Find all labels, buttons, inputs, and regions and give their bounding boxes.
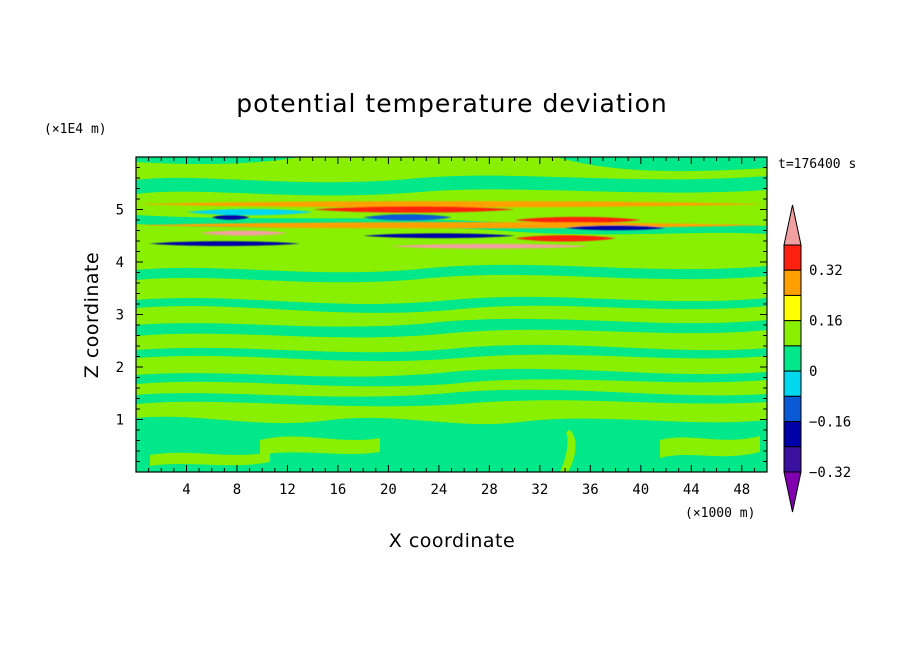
colorbar-label: 0 — [809, 364, 817, 380]
colorbar-box — [783, 446, 802, 473]
contour-field — [136, 157, 767, 472]
colorbar-box — [783, 320, 802, 347]
colorbar-bottom-triangle — [783, 471, 802, 513]
y-tick-label: 4 — [116, 255, 124, 271]
anomaly-band-8 — [199, 230, 288, 236]
time-label: t=176400 s — [778, 157, 856, 172]
x-axis: 4 8 12 16 20 24 28 32 36 40 44 48 — [148, 157, 755, 498]
x-tick-label: 40 — [632, 482, 649, 498]
colorbar-box — [783, 370, 802, 397]
colorbar-top-triangle — [783, 204, 802, 246]
colorbar-label: 0.16 — [809, 314, 843, 330]
texture-lime-4 — [660, 436, 760, 458]
x-tick-label: 44 — [683, 482, 700, 498]
texture-lime-1 — [260, 436, 380, 455]
colorbar-box — [783, 345, 802, 372]
anomaly-band-11 — [148, 241, 301, 247]
x-tick-label: 8 — [233, 482, 241, 498]
colorbar-box — [783, 395, 802, 423]
texture-green-7 — [136, 389, 767, 407]
anomaly-band-12 — [388, 243, 591, 249]
y-tick-label: 2 — [116, 360, 124, 376]
chart-title: potential temperature deviation — [236, 89, 667, 118]
colorbar-box — [783, 269, 802, 296]
texture-green-1 — [136, 175, 767, 196]
x-tick-label: 12 — [279, 482, 296, 498]
texture-green-4 — [136, 318, 767, 338]
x-axis-label: X coordinate — [389, 530, 515, 552]
texture-green-9 — [560, 157, 767, 172]
colorbar-box — [783, 421, 802, 448]
y-axis: 1 2 3 4 5 — [116, 167, 767, 462]
colorbar: 0.32 0.16 0 −0.16 −0.32 — [783, 204, 851, 513]
x-tick-label: 36 — [582, 482, 599, 498]
colorbar-label: 0.32 — [809, 263, 843, 279]
texture-green-3 — [136, 296, 767, 313]
colorbar-box — [783, 294, 802, 322]
texture-green-6 — [136, 368, 767, 387]
anomaly-band-1 — [312, 206, 515, 213]
anomaly-band-0 — [136, 201, 767, 208]
colorbar-box — [783, 244, 802, 271]
x-tick-label: 28 — [481, 482, 498, 498]
y-tick-label: 1 — [116, 413, 124, 429]
x-tick-label: 16 — [329, 482, 346, 498]
texture-lime-3 — [560, 430, 576, 472]
anomaly-band-4 — [363, 214, 452, 221]
colorbar-label: −0.32 — [809, 465, 851, 481]
y-unit-label: (×1E4 m) — [44, 122, 107, 137]
x-tick-label: 32 — [531, 482, 548, 498]
texture-lime-2 — [150, 452, 270, 466]
anomaly-band-10 — [514, 235, 616, 242]
anomaly-band-7 — [565, 225, 667, 231]
x-tick-label: 20 — [380, 482, 397, 498]
texture-green-2 — [136, 264, 767, 283]
anomaly-band-3 — [211, 214, 250, 220]
x-tick-label: 4 — [182, 482, 190, 498]
x-tick-label: 48 — [733, 482, 750, 498]
texture-green-8 — [136, 416, 767, 472]
x-tick-label: 24 — [430, 482, 447, 498]
x-unit-label: (×1000 m) — [685, 506, 755, 521]
anomaly-band-2 — [186, 208, 313, 216]
texture-green-10 — [136, 157, 300, 165]
anomaly-bands — [136, 201, 767, 249]
anomaly-band-5 — [514, 216, 641, 224]
texture-green-5 — [136, 344, 767, 362]
colorbar-label: −0.16 — [809, 415, 851, 431]
anomaly-band-9 — [363, 233, 515, 239]
y-axis-label: Z coordinate — [81, 252, 103, 378]
y-tick-label: 3 — [116, 308, 124, 324]
y-tick-label: 5 — [116, 203, 124, 219]
